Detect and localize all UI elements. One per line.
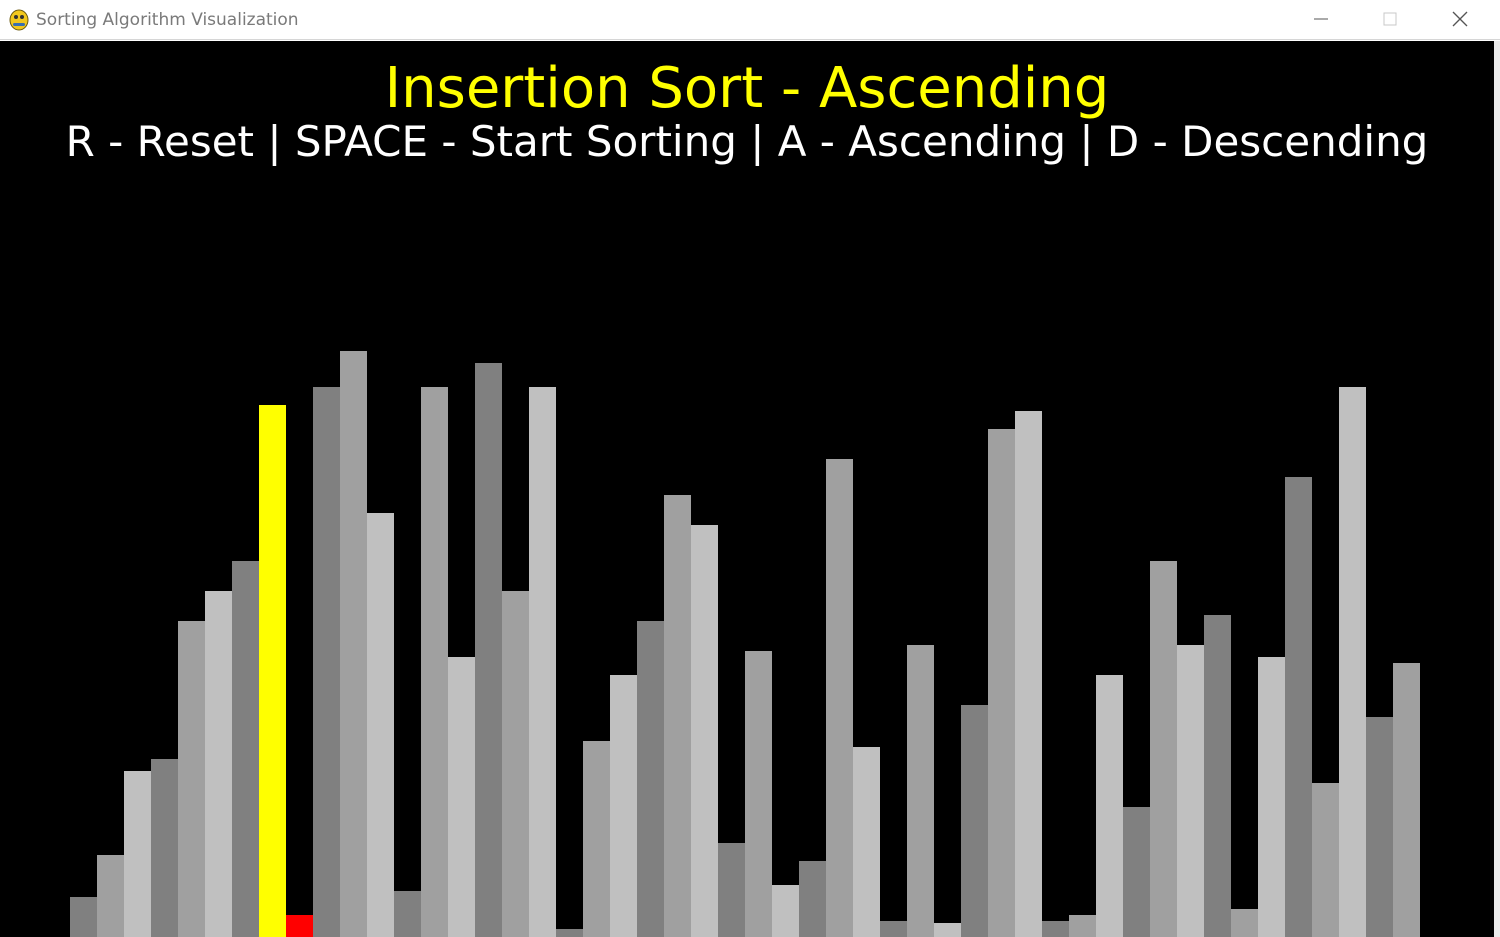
window-edge	[1494, 41, 1500, 937]
bar-18	[556, 929, 583, 937]
bar-3	[151, 759, 178, 937]
bar-37	[1069, 915, 1096, 937]
python-icon	[8, 7, 30, 31]
bar-45	[1285, 477, 1312, 937]
bar-34	[988, 429, 1015, 937]
bar-21	[637, 621, 664, 937]
bar-19	[583, 741, 610, 937]
bar-27	[799, 861, 826, 937]
bar-11	[367, 513, 394, 937]
bar-25	[745, 651, 772, 937]
bar-24	[718, 843, 745, 937]
bar-10	[340, 351, 367, 937]
bar-12	[394, 891, 421, 937]
bar-28	[826, 459, 853, 937]
bar-9	[313, 387, 340, 937]
bar-39	[1123, 807, 1150, 937]
bar-14	[448, 657, 475, 937]
bar-26	[772, 885, 799, 937]
bar-46	[1312, 783, 1339, 937]
bar-0	[70, 897, 97, 937]
bar-13	[421, 387, 448, 937]
bar-7	[259, 405, 286, 937]
title-bar: Sorting Algorithm Visualization	[0, 0, 1500, 40]
bar-38	[1096, 675, 1123, 937]
bar-42	[1204, 615, 1231, 937]
bar-29	[853, 747, 880, 937]
bar-40	[1150, 561, 1177, 937]
bar-33	[961, 705, 988, 937]
bar-chart	[0, 41, 1494, 937]
bar-2	[124, 771, 151, 937]
bar-1	[97, 855, 124, 937]
close-button[interactable]	[1425, 0, 1495, 38]
bar-20	[610, 675, 637, 937]
controls-hint: R - Reset | SPACE - Start Sorting | A - …	[65, 117, 1429, 166]
algorithm-heading: Insertion Sort - Ascending	[384, 56, 1110, 121]
maximize-button[interactable]	[1355, 0, 1425, 38]
bar-22	[664, 495, 691, 937]
bar-31	[907, 645, 934, 937]
window-title: Sorting Algorithm Visualization	[36, 10, 299, 30]
bar-16	[502, 591, 529, 937]
close-icon	[1452, 11, 1468, 27]
bar-5	[205, 591, 232, 937]
bar-30	[880, 921, 907, 937]
bar-44	[1258, 657, 1285, 937]
bar-43	[1231, 909, 1258, 937]
maximize-icon	[1383, 12, 1397, 26]
bar-23	[691, 525, 718, 937]
minimize-button[interactable]	[1286, 0, 1356, 38]
bar-8	[286, 915, 313, 937]
visualization-canvas[interactable]: Insertion Sort - Ascending R - Reset | S…	[0, 41, 1494, 937]
bar-41	[1177, 645, 1204, 937]
bar-6	[232, 561, 259, 937]
bar-49	[1393, 663, 1420, 937]
bar-32	[934, 923, 961, 937]
minimize-icon	[1314, 18, 1328, 20]
bar-36	[1042, 921, 1069, 937]
bar-48	[1366, 717, 1393, 937]
bar-47	[1339, 387, 1366, 937]
bar-17	[529, 387, 556, 937]
bar-4	[178, 621, 205, 937]
bar-35	[1015, 411, 1042, 937]
bar-15	[475, 363, 502, 937]
